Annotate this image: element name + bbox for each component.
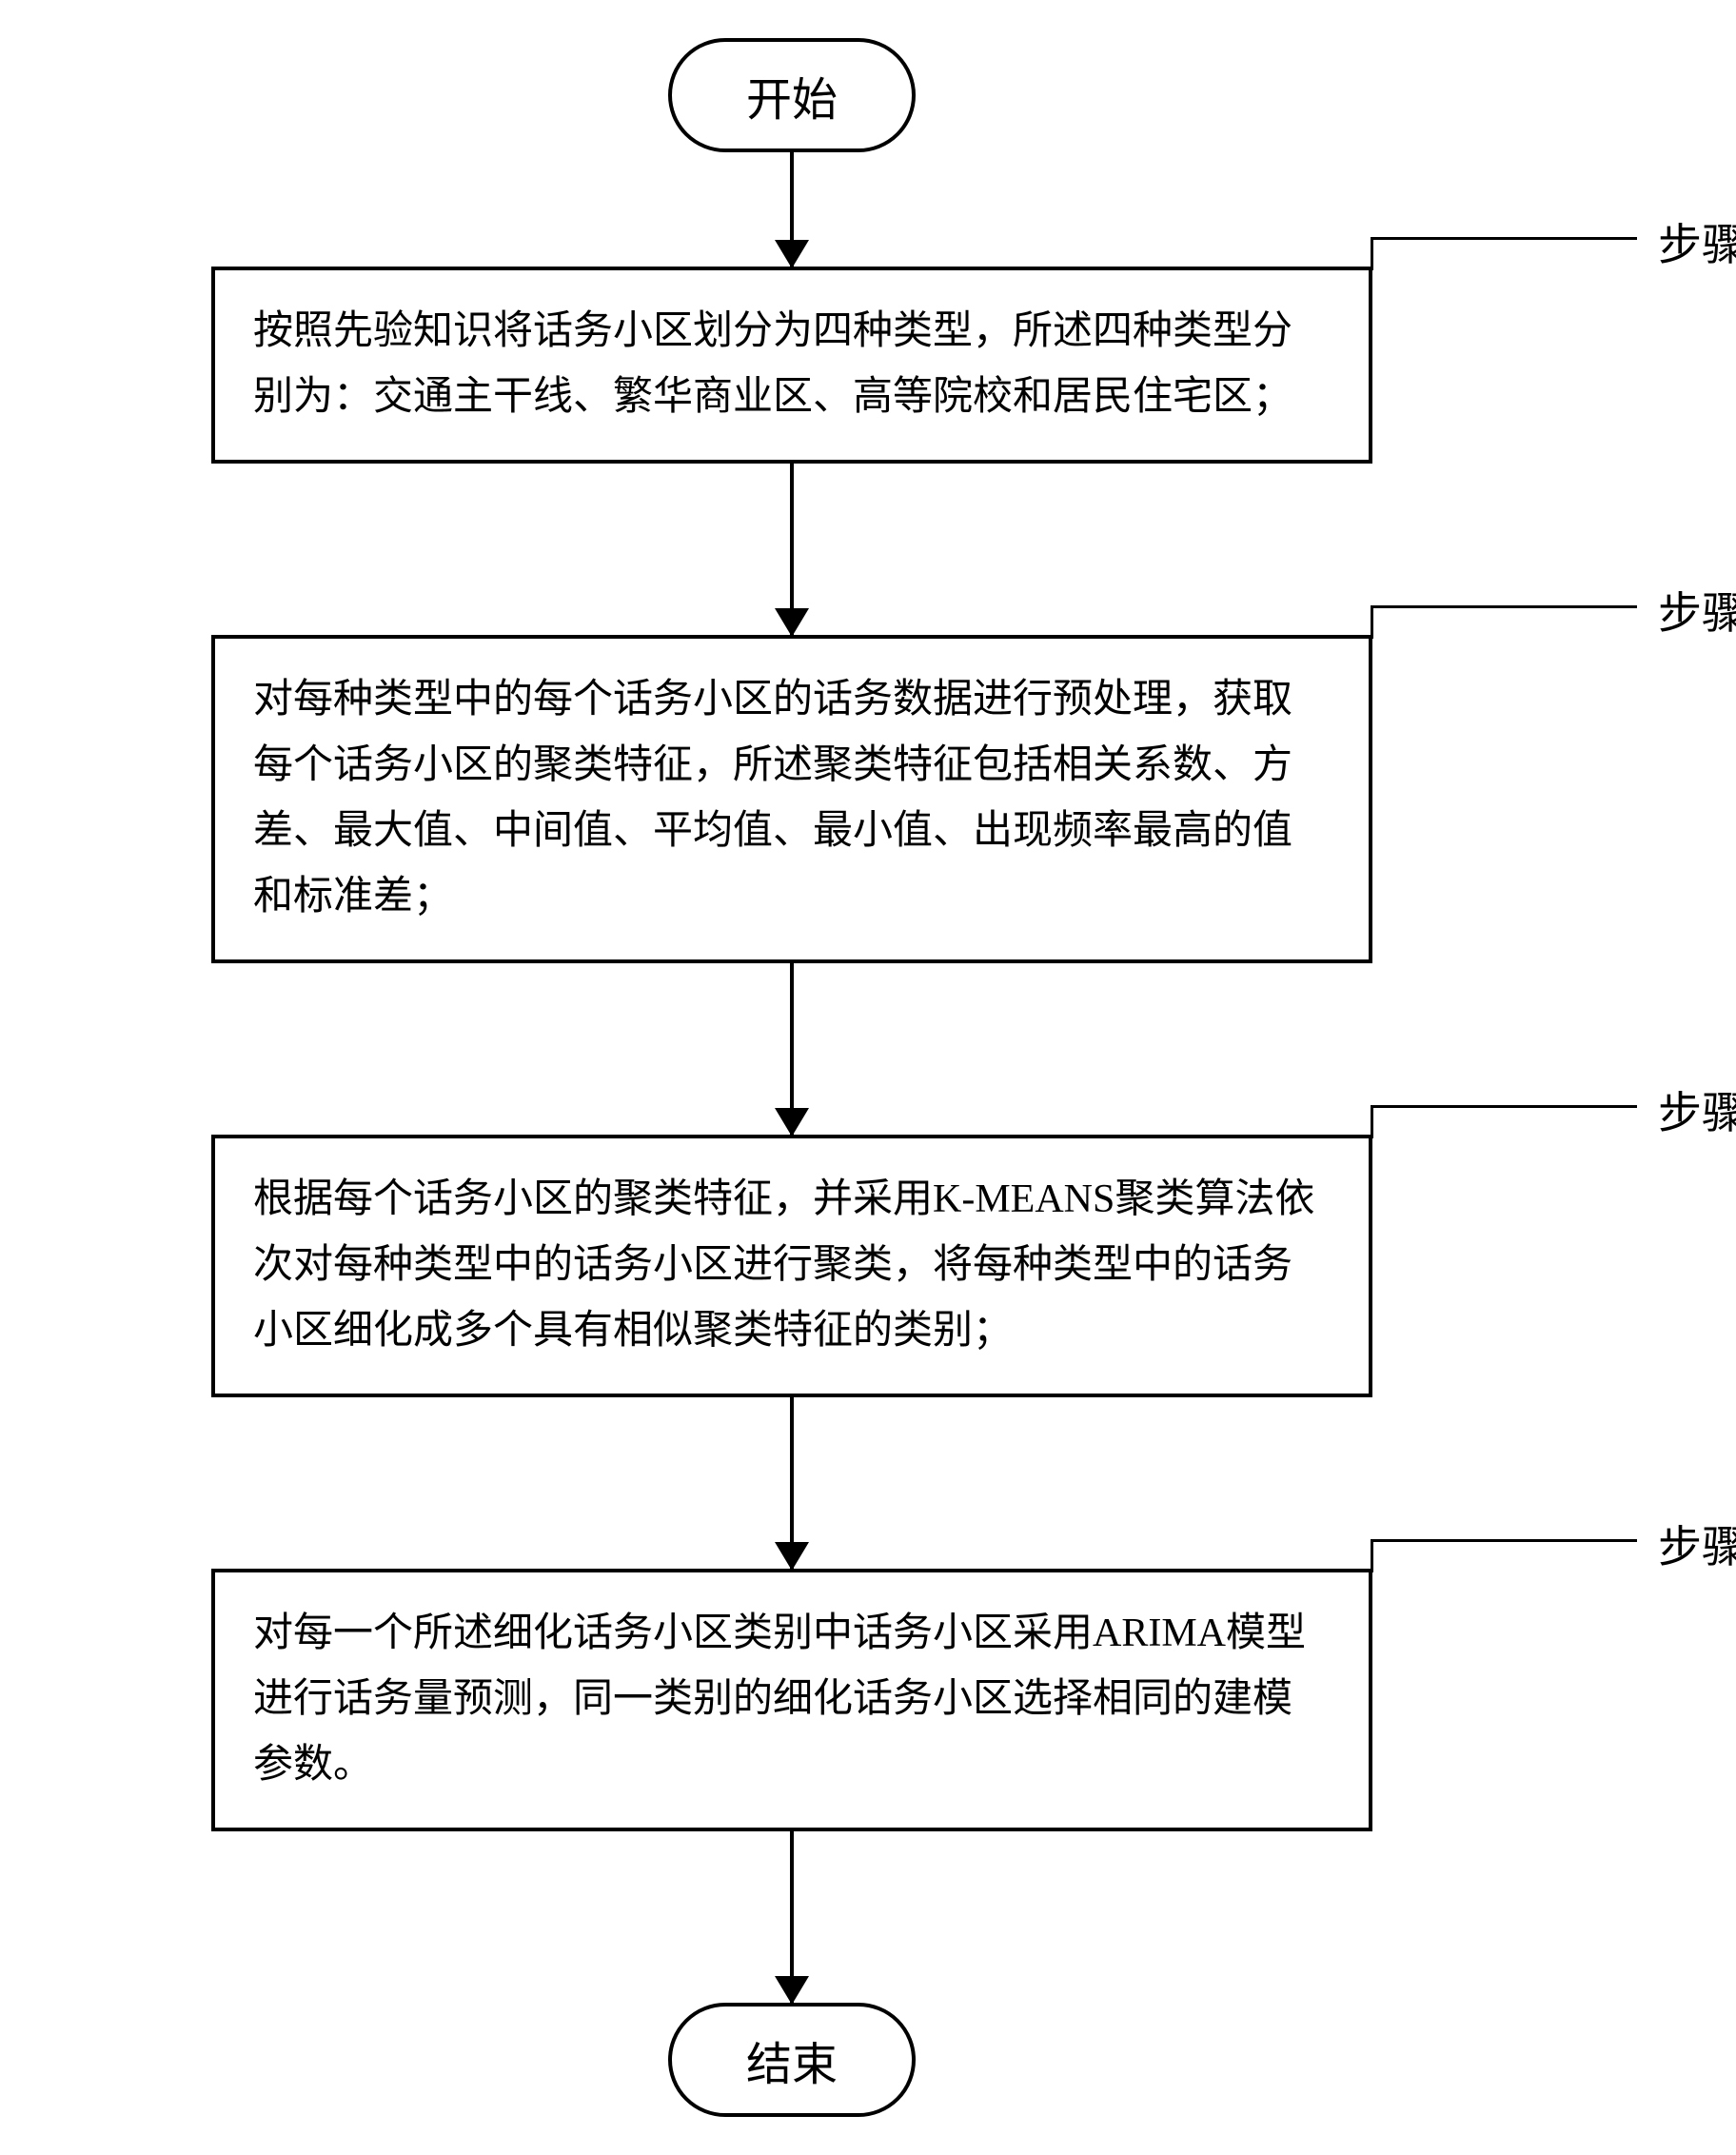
edge-step2-step3 [790, 963, 794, 1135]
start-node: 开始 [668, 38, 916, 152]
step4-box: 对每一个所述细化话务小区类别中话务小区采用ARIMA模型进行话务量预测，同一类别… [211, 1569, 1372, 1831]
flow-column: 开始 按照先验知识将话务小区划分为四种类型，所述四种类型分别为：交通主干线、繁华… [211, 38, 1372, 2117]
leader-line-h [1371, 1539, 1637, 1542]
step3-label: 步骤三 [1658, 1078, 1736, 1141]
step3-box: 根据每个话务小区的聚类特征，并采用K-MEANS聚类算法依次对每种类型中的话务小… [211, 1135, 1372, 1397]
leader-line-v [1371, 1105, 1373, 1138]
end-text: 结束 [746, 2026, 838, 2093]
step1-text: 按照先验知识将话务小区划分为四种类型，所述四种类型分别为：交通主干线、繁华商业区… [253, 309, 1292, 419]
arrowhead-icon [775, 240, 809, 268]
start-text: 开始 [746, 62, 838, 129]
step3-text: 根据每个话务小区的聚类特征，并采用K-MEANS聚类算法依次对每种类型中的话务小… [253, 1177, 1314, 1354]
flowchart-container: 开始 按照先验知识将话务小区划分为四种类型，所述四种类型分别为：交通主干线、繁华… [107, 38, 1629, 2117]
step2-box: 对每种类型中的每个话务小区的话务数据进行预处理，获取每个话务小区的聚类特征，所述… [211, 635, 1372, 963]
leader-line-v [1371, 1539, 1373, 1572]
step1-label: 步骤一 [1658, 210, 1736, 273]
step4-text: 对每一个所述细化话务小区类别中话务小区采用ARIMA模型进行话务量预测，同一类别… [253, 1611, 1306, 1788]
leader-line-h [1371, 1105, 1637, 1108]
leader-line-h [1371, 605, 1637, 608]
step1-box: 按照先验知识将话务小区划分为四种类型，所述四种类型分别为：交通主干线、繁华商业区… [211, 267, 1372, 464]
edge-step1-step2 [790, 464, 794, 635]
step2-label: 步骤二 [1658, 579, 1736, 642]
edge-start-step1 [790, 152, 794, 267]
leader-line-h [1371, 237, 1637, 240]
arrowhead-icon [775, 1108, 809, 1137]
edge-step4-end [790, 1831, 794, 2003]
end-node: 结束 [668, 2003, 916, 2117]
step2-text: 对每种类型中的每个话务小区的话务数据进行预处理，获取每个话务小区的聚类特征，所述… [253, 678, 1292, 919]
step4-label: 步骤四 [1658, 1512, 1736, 1575]
edge-step3-step4 [790, 1397, 794, 1569]
arrowhead-icon [775, 1976, 809, 2005]
leader-line-v [1371, 605, 1373, 639]
arrowhead-icon [775, 1542, 809, 1571]
arrowhead-icon [775, 608, 809, 637]
leader-line-v [1371, 237, 1373, 270]
